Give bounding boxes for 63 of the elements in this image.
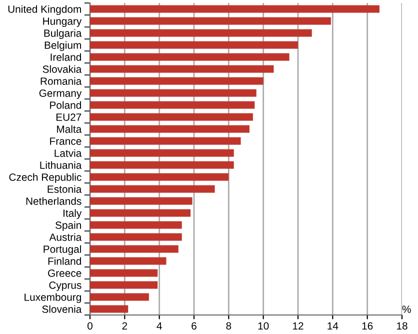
y-tick-label: Luxembourg (24, 293, 81, 303)
y-tick-label: Ireland (50, 53, 81, 61)
x-tick-label: 14 (328, 322, 338, 330)
bar (90, 113, 253, 121)
y-tick-label: Hungary (43, 18, 82, 27)
y-tick-label: Germany (39, 90, 82, 99)
y-tick-label: Slovakia (42, 65, 82, 73)
bar (90, 29, 312, 37)
y-tick-label: Czech Republic (9, 173, 82, 183)
bar (90, 137, 241, 145)
y-tick-label: Finland (48, 257, 81, 265)
y-tick-label: Belgium (44, 41, 81, 51)
bar (90, 65, 274, 73)
bar (90, 89, 256, 97)
bar (90, 149, 234, 157)
y-tick-label: France (50, 138, 82, 145)
y-tick-label: Estonia (48, 185, 82, 193)
x-tick-label: 0 (88, 322, 92, 330)
bar (90, 281, 158, 289)
bar (90, 293, 149, 301)
bar (90, 221, 182, 229)
bar (90, 125, 250, 133)
y-tick-label: Malta (57, 125, 82, 133)
bar (90, 77, 264, 85)
bar (90, 269, 158, 277)
bar (90, 245, 178, 253)
y-tick-label: Austria (49, 233, 82, 241)
bar (90, 305, 128, 313)
bar (90, 161, 234, 169)
y-tick-label: Cyprus (49, 282, 82, 291)
x-tick-label: 10 (258, 322, 269, 330)
y-tick-label: Poland (50, 101, 81, 109)
x-tick-label: 6 (192, 322, 196, 330)
y-tick-label: Italy (64, 209, 82, 219)
bar (90, 101, 255, 109)
y-tick-label: Lithuania (40, 161, 82, 169)
y-tick-label: EU27 (56, 114, 82, 121)
y-tick-label: Portugal (44, 245, 81, 255)
x-tick-label: 12 (293, 322, 304, 330)
bar (90, 197, 192, 205)
bar (90, 41, 298, 49)
y-tick-label: Romania (40, 77, 82, 85)
bar (90, 185, 215, 193)
y-tick-label: Bulgaria (44, 29, 82, 39)
y-tick-label: Greece (48, 270, 82, 277)
y-tick-label: Spain (56, 221, 81, 231)
bar (90, 209, 191, 217)
bar (90, 233, 182, 241)
bar (90, 17, 331, 25)
y-tick-label: Latvia (54, 149, 82, 157)
bar (90, 173, 229, 181)
x-tick-label: 8 (226, 322, 232, 330)
y-tick-label: United Kingdom (8, 5, 81, 15)
x-tick-label: 16 (362, 322, 373, 330)
x-tick-label: 2 (122, 322, 128, 330)
x-tick-label: 18 (397, 322, 408, 330)
x-axis-title: % (402, 306, 411, 313)
y-tick-label: Netherlands (26, 197, 82, 205)
bar (90, 53, 290, 61)
y-tick-label: Slovenia (42, 305, 82, 313)
bar (90, 5, 380, 13)
x-tick-label: 4 (156, 322, 162, 330)
bar (90, 257, 166, 265)
